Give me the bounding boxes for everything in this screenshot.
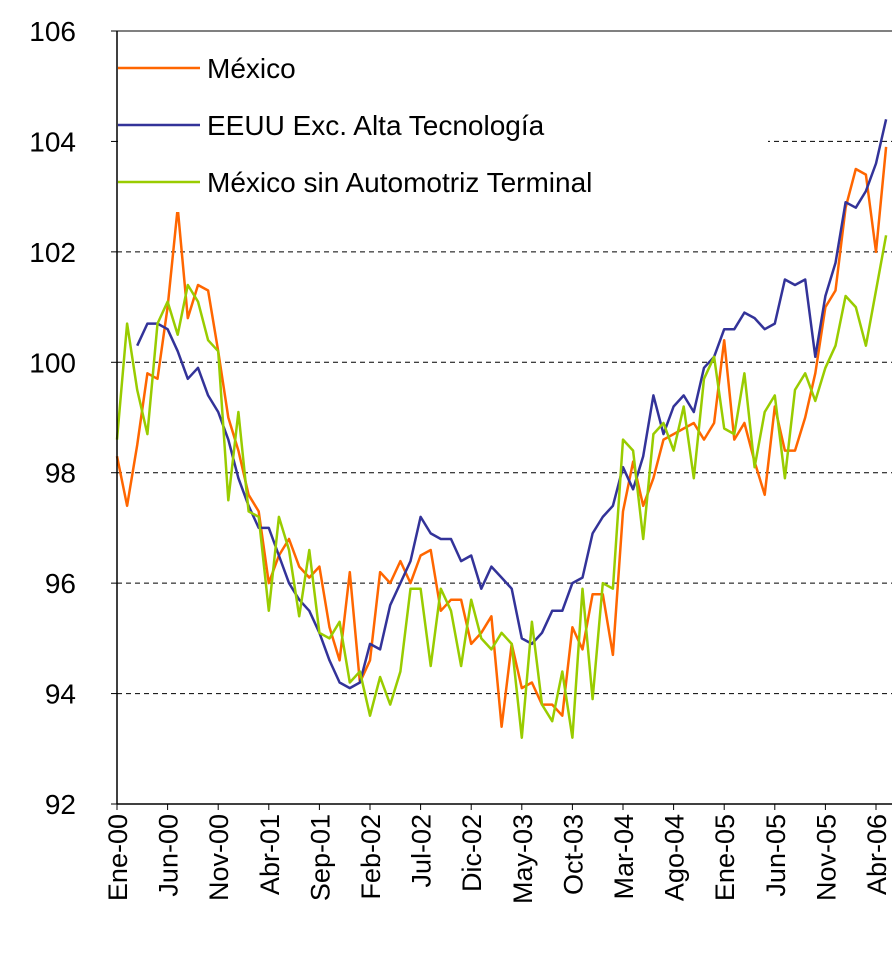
x-tick-label: Feb-02 bbox=[356, 814, 386, 900]
x-tick-label: Jun-05 bbox=[761, 814, 791, 897]
x-tick-label: Ago-04 bbox=[660, 814, 690, 901]
x-tick-label: Dic-02 bbox=[457, 814, 487, 892]
axes: 92 94 96 98 100 102 104 106 Ene-00 Jun-00 Nov-00 Ab… bbox=[29, 16, 892, 904]
x-tick-label: Mar-04 bbox=[609, 814, 639, 900]
x-tick-label: Jul-02 bbox=[407, 814, 437, 888]
legend-label: México bbox=[207, 53, 296, 84]
x-tick-label: Sep-01 bbox=[305, 814, 335, 901]
series-line bbox=[136, 119, 888, 690]
legend-label: México sin Automotriz Terminal bbox=[207, 167, 592, 198]
y-tick-label: 94 bbox=[45, 679, 76, 710]
x-tick-label: Abr-06 bbox=[862, 814, 892, 895]
series-line bbox=[115, 146, 888, 728]
x-tick-label: Jun-00 bbox=[154, 814, 184, 897]
plot-lines bbox=[115, 119, 888, 739]
grid bbox=[117, 140, 892, 695]
y-tick-label: 106 bbox=[29, 16, 76, 47]
x-tick-label: May-03 bbox=[508, 814, 538, 904]
x-tick-label: Nov-05 bbox=[811, 814, 841, 901]
x-tick-label: Oct-03 bbox=[558, 814, 588, 895]
x-tick-label: Ene-05 bbox=[710, 814, 740, 901]
y-tick-label: 100 bbox=[29, 347, 76, 378]
y-tick-label: 92 bbox=[45, 789, 76, 820]
y-tick-label: 104 bbox=[29, 126, 76, 157]
y-tick-label: 98 bbox=[45, 458, 76, 489]
legend-box bbox=[118, 36, 768, 212]
x-tick-label: Nov-00 bbox=[204, 814, 234, 901]
legend-label: EEUU Exc. Alta Tecnología bbox=[207, 110, 545, 141]
series-line bbox=[115, 235, 888, 739]
x-tick-label: Ene-00 bbox=[103, 814, 133, 901]
y-tick-label: 102 bbox=[29, 237, 76, 268]
y-tick-label: 96 bbox=[45, 568, 76, 599]
x-tick-label: Abr-01 bbox=[255, 814, 285, 895]
legend: México EEUU Exc. Alta Tecnología México si… bbox=[118, 36, 768, 212]
